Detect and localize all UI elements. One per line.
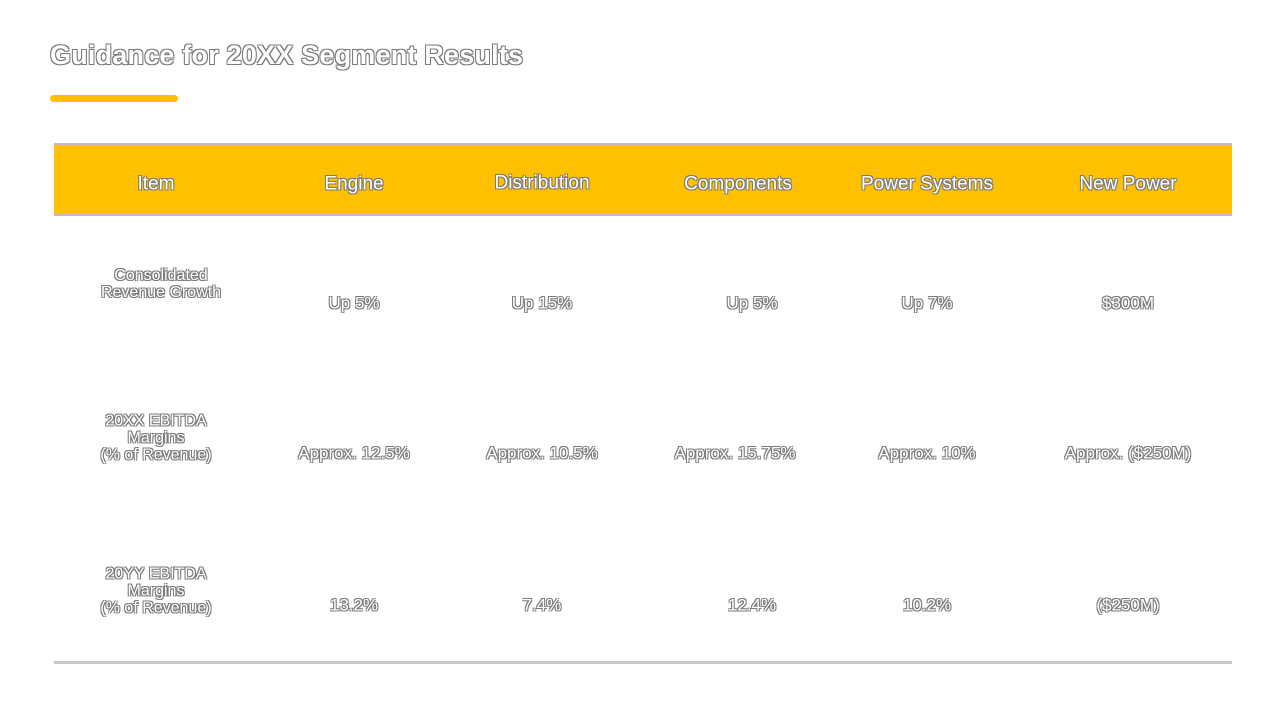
row-label-line: Revenue Growth <box>100 284 222 301</box>
row-label-line: 20YY EBITDA <box>105 565 207 583</box>
table-cell: 10.2% <box>902 595 952 615</box>
table-cell: Approx. 10.5% <box>486 443 598 463</box>
column-header-engine: Engine <box>324 173 384 195</box>
table-cell: Up 5% <box>726 293 778 313</box>
row-label-20yy-ebitda-margins: 20YY EBITDA Margins (% of Revenue) <box>100 566 211 617</box>
table-cell: Approx. 15.75% <box>674 443 796 463</box>
table-cell: Up 15% <box>511 293 573 313</box>
table-cell: Up 5% <box>328 293 380 313</box>
row-label-line: Margins <box>127 582 185 600</box>
table-cell: 12.4% <box>727 595 777 615</box>
row-label-20xx-ebitda-margins: 20XX EBITDA Margins (% of Revenue) <box>100 413 211 464</box>
column-header-power-systems: Power Systems <box>861 173 993 195</box>
row-label-line: Consolidated <box>114 267 208 284</box>
table-cell: $300M <box>1102 293 1154 313</box>
row-label-revenue-growth: Consolidated Revenue Growth <box>101 267 221 301</box>
table-header <box>54 143 1232 216</box>
table-cell: Up 7% <box>901 293 953 313</box>
table-cell: ($250M) <box>1096 595 1160 615</box>
table-bottom-rule <box>54 661 1232 664</box>
table-cell: Approx. 10% <box>878 443 976 463</box>
column-header-distribution: Distribution <box>494 172 590 194</box>
table-cell: Approx. ($250M) <box>1064 443 1192 463</box>
row-label-line: (% of Revenue) <box>100 599 212 617</box>
title-accent-bar <box>50 95 178 102</box>
table-cell: 13.2% <box>329 595 379 615</box>
segment-guidance-table: Item Engine Distribution Components Powe… <box>54 143 1232 665</box>
row-label-line: Margins <box>127 429 185 447</box>
row-label-line: (% of Revenue) <box>100 446 212 464</box>
table-cell: 7.4% <box>522 595 562 615</box>
slide-title: Guidance for 20XX Segment Results <box>50 40 524 70</box>
column-header-item: Item <box>137 173 175 195</box>
column-header-components: Components <box>684 173 792 195</box>
row-label-line: 20XX EBITDA <box>105 412 207 430</box>
column-header-new-power: New Power <box>1079 173 1177 195</box>
table-cell: Approx. 12.5% <box>298 443 410 463</box>
